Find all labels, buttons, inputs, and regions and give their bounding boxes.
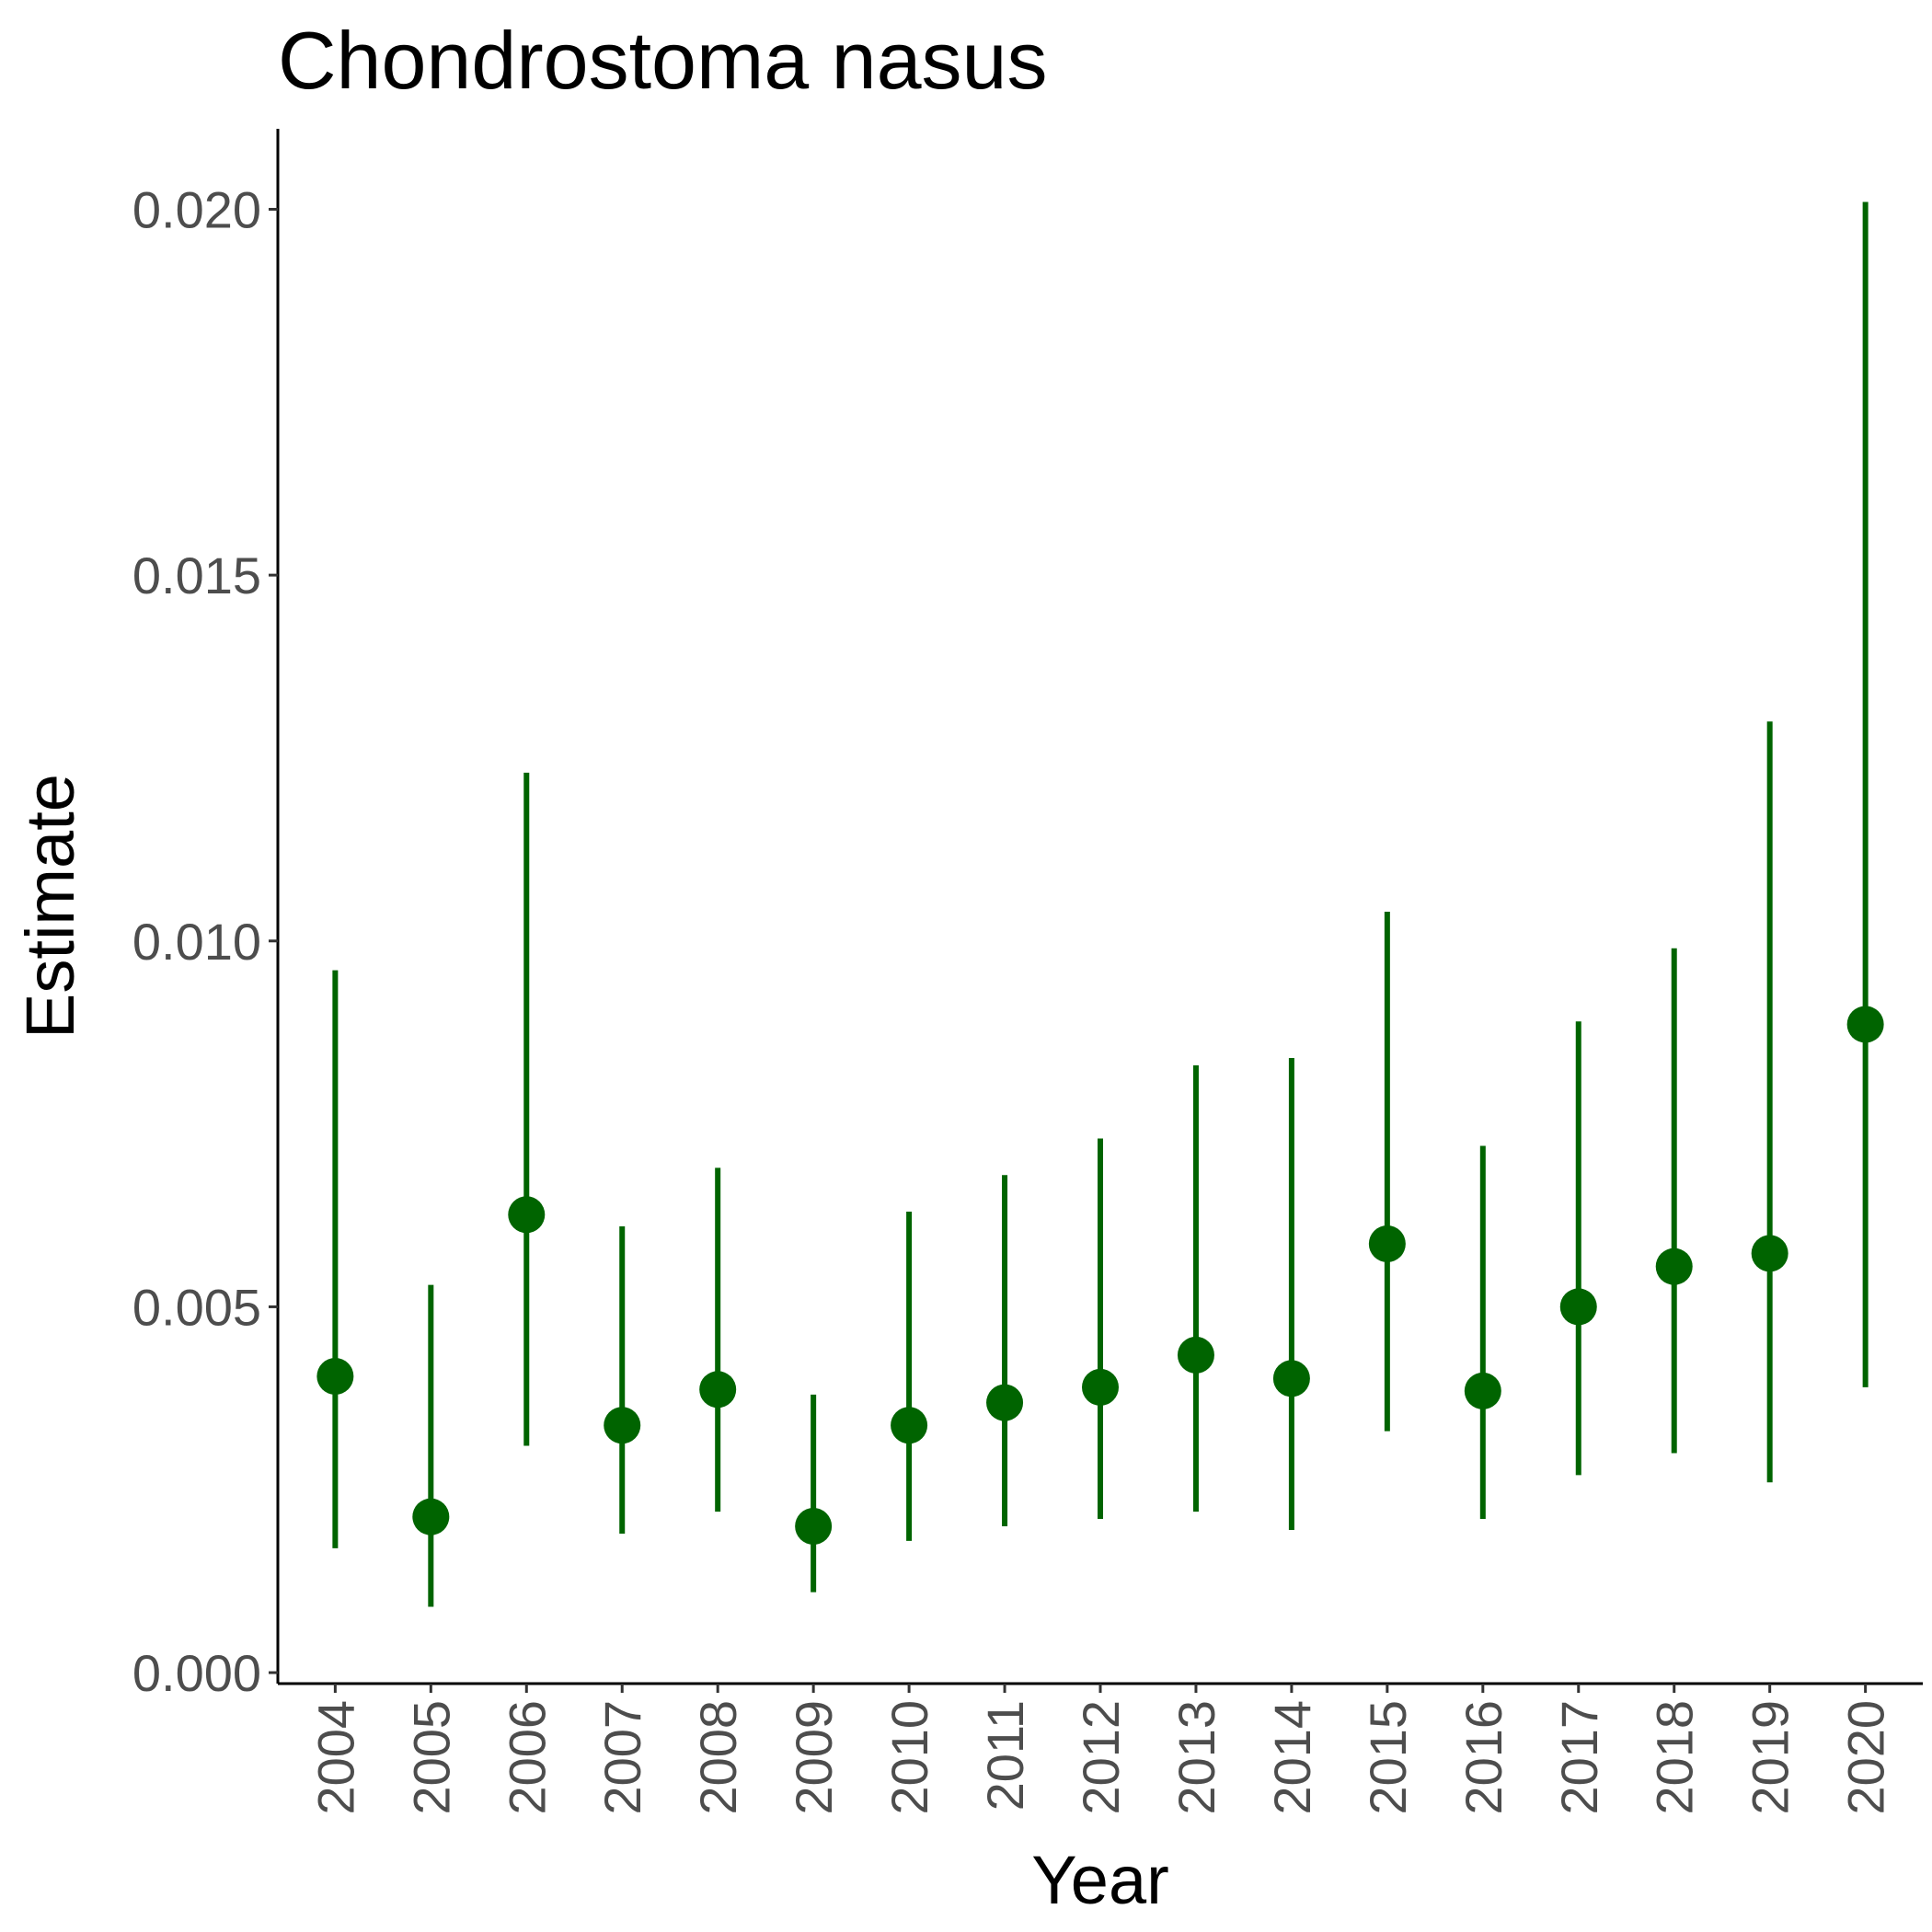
x-tick-label: 2006 bbox=[498, 1700, 556, 1815]
x-tick-label: 2016 bbox=[1455, 1700, 1512, 1815]
x-tick-label: 2017 bbox=[1550, 1700, 1608, 1815]
y-tick-label: 0.015 bbox=[132, 546, 261, 604]
data-point bbox=[1655, 1248, 1693, 1285]
data-point bbox=[604, 1407, 641, 1444]
x-tick-label: 2004 bbox=[306, 1700, 364, 1815]
x-tick-label: 2020 bbox=[1837, 1700, 1895, 1815]
data-point bbox=[1368, 1225, 1406, 1263]
x-tick-label: 2011 bbox=[976, 1700, 1034, 1811]
x-tick-label: 2015 bbox=[1359, 1700, 1417, 1815]
data-point bbox=[699, 1371, 737, 1409]
data-point bbox=[1177, 1336, 1214, 1374]
x-tick-label: 2009 bbox=[785, 1700, 843, 1815]
y-tick-label: 0.010 bbox=[132, 913, 261, 971]
x-tick-label: 2019 bbox=[1742, 1700, 1800, 1815]
data-point bbox=[508, 1196, 546, 1234]
x-ticks: 2004 2005 2006 2007 2008 2009 2010 2011 2012 2013… bbox=[306, 1684, 1895, 1815]
chart-title: Chondrostoma nasus bbox=[278, 15, 1047, 106]
data-point bbox=[1082, 1368, 1119, 1406]
data-point bbox=[986, 1384, 1024, 1421]
data-point bbox=[1559, 1288, 1597, 1326]
error-bars bbox=[332, 201, 1869, 1607]
data-point bbox=[1846, 1006, 1884, 1043]
x-tick-label: 2008 bbox=[689, 1700, 747, 1815]
data-point bbox=[1751, 1235, 1788, 1272]
data-point bbox=[316, 1357, 354, 1395]
y-axis-title: Estimate bbox=[12, 774, 88, 1039]
y-tick-label: 0.000 bbox=[132, 1644, 261, 1702]
data-point bbox=[1464, 1372, 1501, 1409]
data-point bbox=[795, 1508, 833, 1546]
x-tick-label: 2014 bbox=[1263, 1700, 1321, 1815]
y-tick-label: 0.005 bbox=[132, 1278, 261, 1336]
data-points bbox=[316, 1006, 1884, 1546]
x-tick-label: 2012 bbox=[1072, 1700, 1130, 1815]
x-tick-label: 2018 bbox=[1646, 1700, 1704, 1815]
y-ticks: 0.000 0.005 0.010 0.015 0.020 bbox=[132, 180, 278, 1702]
x-tick-label: 2010 bbox=[880, 1700, 938, 1815]
x-tick-label: 2013 bbox=[1167, 1700, 1225, 1815]
x-axis-title: Year bbox=[1031, 1842, 1169, 1918]
y-tick-label: 0.020 bbox=[132, 180, 261, 238]
x-tick-label: 2007 bbox=[593, 1700, 651, 1815]
data-point bbox=[1272, 1360, 1310, 1397]
data-point bbox=[412, 1498, 450, 1535]
x-tick-label: 2005 bbox=[402, 1700, 460, 1815]
data-point bbox=[891, 1407, 928, 1444]
